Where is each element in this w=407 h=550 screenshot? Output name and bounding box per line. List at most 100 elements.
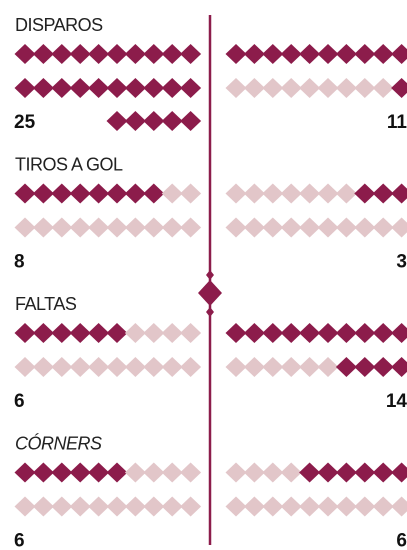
value-label: 25 xyxy=(14,112,36,133)
diamond xyxy=(161,111,183,131)
empty-diamond xyxy=(69,217,91,238)
diamond xyxy=(391,323,407,343)
diamond xyxy=(391,357,407,377)
diamond xyxy=(372,183,394,204)
empty-diamond xyxy=(161,323,183,343)
diamond xyxy=(88,183,110,204)
empty-diamond xyxy=(262,462,284,483)
diamond xyxy=(32,323,54,343)
diamond xyxy=(88,462,110,483)
diamond xyxy=(32,44,54,64)
diamond xyxy=(161,44,183,64)
empty-diamond xyxy=(299,217,321,238)
empty-diamond xyxy=(317,183,339,204)
value-label: 11 xyxy=(387,112,407,133)
diamond xyxy=(143,111,165,131)
empty-diamond xyxy=(335,217,357,238)
empty-diamond xyxy=(354,496,376,517)
empty-diamond xyxy=(299,78,321,98)
empty-diamond xyxy=(372,78,394,98)
empty-diamond xyxy=(180,217,202,238)
empty-diamond xyxy=(335,78,357,98)
diamond xyxy=(354,357,376,377)
diamond xyxy=(32,78,54,98)
diamond xyxy=(335,357,357,377)
empty-diamond xyxy=(225,357,247,377)
empty-diamond xyxy=(14,357,36,377)
diamond xyxy=(354,183,376,204)
diamond xyxy=(88,78,110,98)
diamond xyxy=(51,78,73,98)
empty-diamond xyxy=(14,496,36,517)
diamond xyxy=(14,462,36,483)
diamond xyxy=(335,44,357,64)
empty-diamond xyxy=(243,183,265,204)
value-label: 6 xyxy=(396,531,407,550)
empty-diamond xyxy=(225,462,247,483)
center-diamond xyxy=(198,280,222,306)
diamond xyxy=(143,183,165,204)
diamond xyxy=(354,44,376,64)
empty-diamond xyxy=(88,217,110,238)
empty-diamond xyxy=(317,357,339,377)
empty-diamond xyxy=(180,323,202,343)
empty-diamond xyxy=(335,183,357,204)
diamond xyxy=(262,44,284,64)
empty-diamond xyxy=(180,357,202,377)
empty-diamond xyxy=(143,323,165,343)
empty-diamond xyxy=(280,357,302,377)
empty-diamond xyxy=(262,496,284,517)
empty-diamond xyxy=(243,496,265,517)
diamond xyxy=(32,462,54,483)
diamond xyxy=(88,44,110,64)
diamond xyxy=(280,44,302,64)
empty-diamond xyxy=(124,496,146,517)
diamond xyxy=(372,357,394,377)
empty-diamond xyxy=(69,357,91,377)
diamond xyxy=(372,44,394,64)
diamond xyxy=(14,78,36,98)
diamond xyxy=(372,462,394,483)
empty-diamond xyxy=(372,496,394,517)
diamond xyxy=(124,183,146,204)
diamond xyxy=(106,111,128,131)
diamond xyxy=(335,462,357,483)
diamond xyxy=(354,323,376,343)
empty-diamond xyxy=(32,357,54,377)
empty-diamond xyxy=(280,217,302,238)
empty-diamond xyxy=(280,496,302,517)
empty-diamond xyxy=(354,78,376,98)
diamond xyxy=(106,44,128,64)
section-title: FALTAS xyxy=(15,294,77,314)
empty-diamond xyxy=(372,217,394,238)
diamond xyxy=(106,78,128,98)
empty-diamond xyxy=(262,183,284,204)
empty-diamond xyxy=(280,462,302,483)
empty-diamond xyxy=(225,183,247,204)
section-title: TIROS A GOL xyxy=(15,155,123,175)
empty-diamond xyxy=(88,496,110,517)
diamond xyxy=(225,323,247,343)
diamond xyxy=(106,183,128,204)
empty-diamond xyxy=(161,357,183,377)
diamond xyxy=(180,111,202,131)
section-title: CÓRNERS xyxy=(15,433,102,454)
diamond xyxy=(69,44,91,64)
value-label: 14 xyxy=(386,391,407,412)
empty-diamond xyxy=(280,183,302,204)
empty-diamond xyxy=(143,462,165,483)
empty-diamond xyxy=(124,462,146,483)
empty-diamond xyxy=(243,217,265,238)
diamond xyxy=(124,78,146,98)
empty-diamond xyxy=(51,357,73,377)
diamond xyxy=(372,323,394,343)
diamond xyxy=(143,44,165,64)
empty-diamond xyxy=(161,496,183,517)
empty-diamond xyxy=(243,462,265,483)
diamond xyxy=(243,44,265,64)
diamond xyxy=(280,323,302,343)
value-label: 6 xyxy=(14,391,25,412)
diamond xyxy=(143,78,165,98)
diamond xyxy=(14,44,36,64)
empty-diamond xyxy=(32,217,54,238)
